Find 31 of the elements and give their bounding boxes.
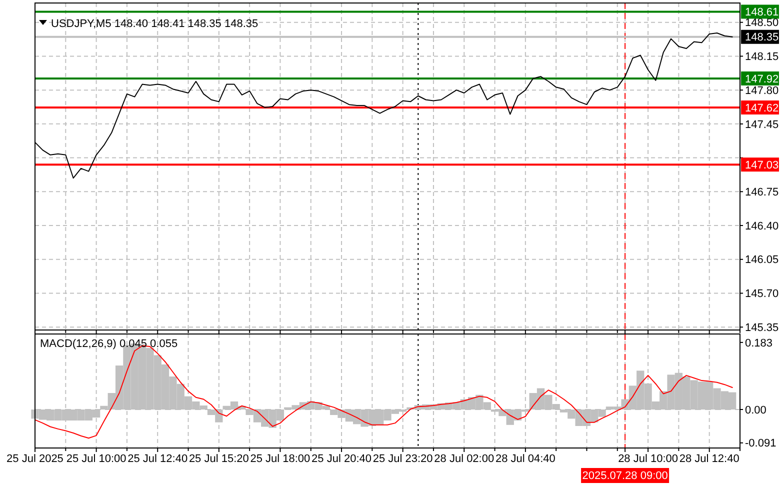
x-tick-label: 28 Jul 02:00 <box>434 453 494 465</box>
ref-line-label: 148.61 <box>745 6 779 19</box>
ref-line-label: 147.03 <box>745 159 779 172</box>
x-tick-label: 2025.07.28 09:00 <box>582 470 668 482</box>
y-tick-label: 145.70 <box>745 288 779 300</box>
x-tick-label: 25 Jul 20:40 <box>312 453 372 465</box>
ref-line-label: 147.92 <box>745 73 779 86</box>
y-tick-label: -0.091 <box>745 438 776 450</box>
y-tick-label: 146.40 <box>745 220 779 232</box>
x-tick-label: 28 Jul 04:40 <box>495 453 556 465</box>
ref-line-label: 148.35 <box>745 32 779 44</box>
y-tick-label: 147.80 <box>745 84 779 97</box>
x-tick-label: 28 Jul 10:00 <box>618 453 678 465</box>
x-tick-label: 25 Jul 23:20 <box>372 453 433 465</box>
x-tick-label: 25 Jul 10:00 <box>66 453 126 465</box>
x-tick-label: 25 Jul 15:20 <box>188 453 249 465</box>
y-tick-label: 145.35 <box>745 322 779 334</box>
ref-line-label: 147.62 <box>745 102 779 114</box>
chart-title: MACD(12,26,9) 0.045 0.055 <box>40 338 178 350</box>
x-tick-label: 25 Jul 18:00 <box>250 453 310 465</box>
x-tick-label: 25 Jul 12:40 <box>128 453 188 465</box>
x-tick-label: 28 Jul 12:40 <box>679 453 740 465</box>
y-tick-label: 146.75 <box>745 186 779 199</box>
y-tick-label: 0.00 <box>745 404 766 416</box>
y-tick-label: 148.15 <box>745 51 779 64</box>
y-tick-label: 146.05 <box>745 254 779 266</box>
y-tick-label: 148.50 <box>745 17 779 30</box>
x-tick-label: 25 Jul 2025 <box>6 453 64 465</box>
y-tick-label: 0.183 <box>745 337 773 350</box>
text: USDJPY,M5 148.40 148.41 148.35 148.35 <box>51 18 258 30</box>
y-tick-label: 147.45 <box>745 118 779 131</box>
